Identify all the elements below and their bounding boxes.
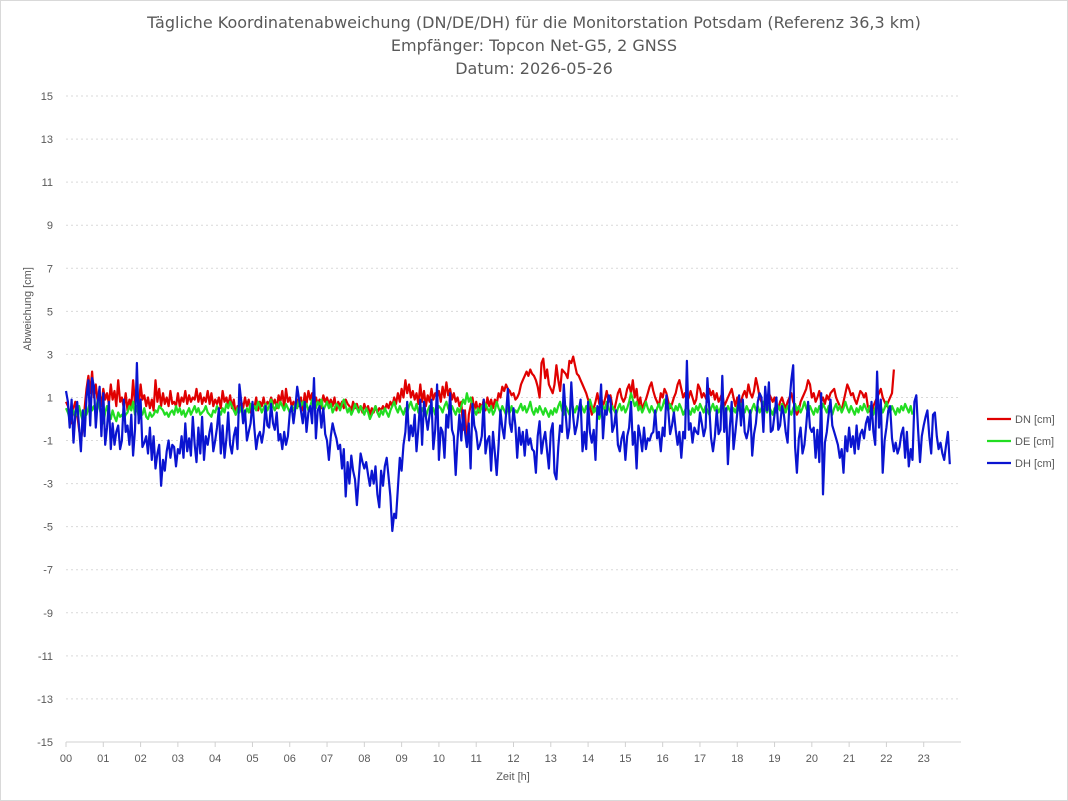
y-tick-label: -7 [43,565,53,577]
chart-title: Tägliche Koordinatenabweichung (DN/DE/DH… [146,13,921,78]
y-axis-label: Abweichung [cm] [22,267,34,351]
x-tick-label: 00 [60,753,72,765]
y-tick-label: 3 [47,349,53,361]
y-tick-label: 9 [47,220,53,232]
y-axis-ticks: 15 13 11 9 7 5 3 1 -1 -3 -5 -7 -9 -11 -13 -15 [37,91,53,749]
x-tick-label: 10 [433,753,445,765]
y-tick-label: -1 [43,436,53,448]
x-tick-label: 14 [582,753,594,765]
x-tick-label: 02 [134,753,146,765]
y-tick-label: 11 [42,177,53,189]
series-line-dh [64,359,951,533]
x-tick-label: 03 [172,753,184,765]
x-tick-label: 09 [396,753,408,765]
series-lines [64,355,951,533]
y-tick-label: 5 [47,306,53,318]
y-tick-label: -9 [43,608,53,620]
title-line-1: Tägliche Koordinatenabweichung (DN/DE/DH… [146,13,921,32]
x-tick-label: 12 [507,753,519,765]
y-tick-label: 7 [47,263,53,275]
x-axis-ticks: 00 01 02 03 04 05 06 07 08 09 10 11 12 13 14 15 16 17 18 19… [60,742,930,765]
x-tick-label: 23 [918,753,930,765]
y-tick-label: -11 [38,651,53,663]
legend-entry: DE [cm] [1015,436,1054,448]
legend-entry: DH [cm] [1015,458,1055,470]
series-line-dn [64,355,895,446]
y-tick-label: -5 [43,522,53,534]
title-line-2: Empfänger: Topcon Net-G5, 2 GNSS [391,36,677,55]
x-tick-label: 11 [470,753,481,765]
x-tick-label: 01 [97,753,109,765]
y-tick-label: -3 [43,479,53,491]
y-tick-label: -15 [37,737,53,749]
series-line-de [64,392,914,425]
x-tick-label: 18 [731,753,743,765]
x-tick-label: 22 [880,753,892,765]
x-tick-label: 19 [768,753,780,765]
x-axis-label: Zeit [h] [496,771,530,783]
y-tick-label: 13 [41,134,53,146]
x-tick-label: 21 [843,753,855,765]
x-tick-label: 04 [209,753,221,765]
y-tick-label: 1 [47,392,53,404]
title-line-3: Datum: 2026-05-26 [455,59,613,78]
x-tick-label: 05 [246,753,258,765]
legend: DN [cm] DE [cm] DH [cm] [987,414,1055,470]
legend-entry: DN [cm] [1015,414,1055,426]
x-tick-label: 13 [545,753,557,765]
x-tick-label: 08 [358,753,370,765]
y-tick-label: 15 [41,91,53,103]
x-tick-label: 17 [694,753,706,765]
x-tick-label: 07 [321,753,333,765]
x-tick-label: 06 [284,753,296,765]
x-tick-label: 20 [806,753,818,765]
x-tick-label: 16 [657,753,669,765]
x-tick-label: 15 [619,753,631,765]
y-tick-label: -13 [37,694,53,706]
